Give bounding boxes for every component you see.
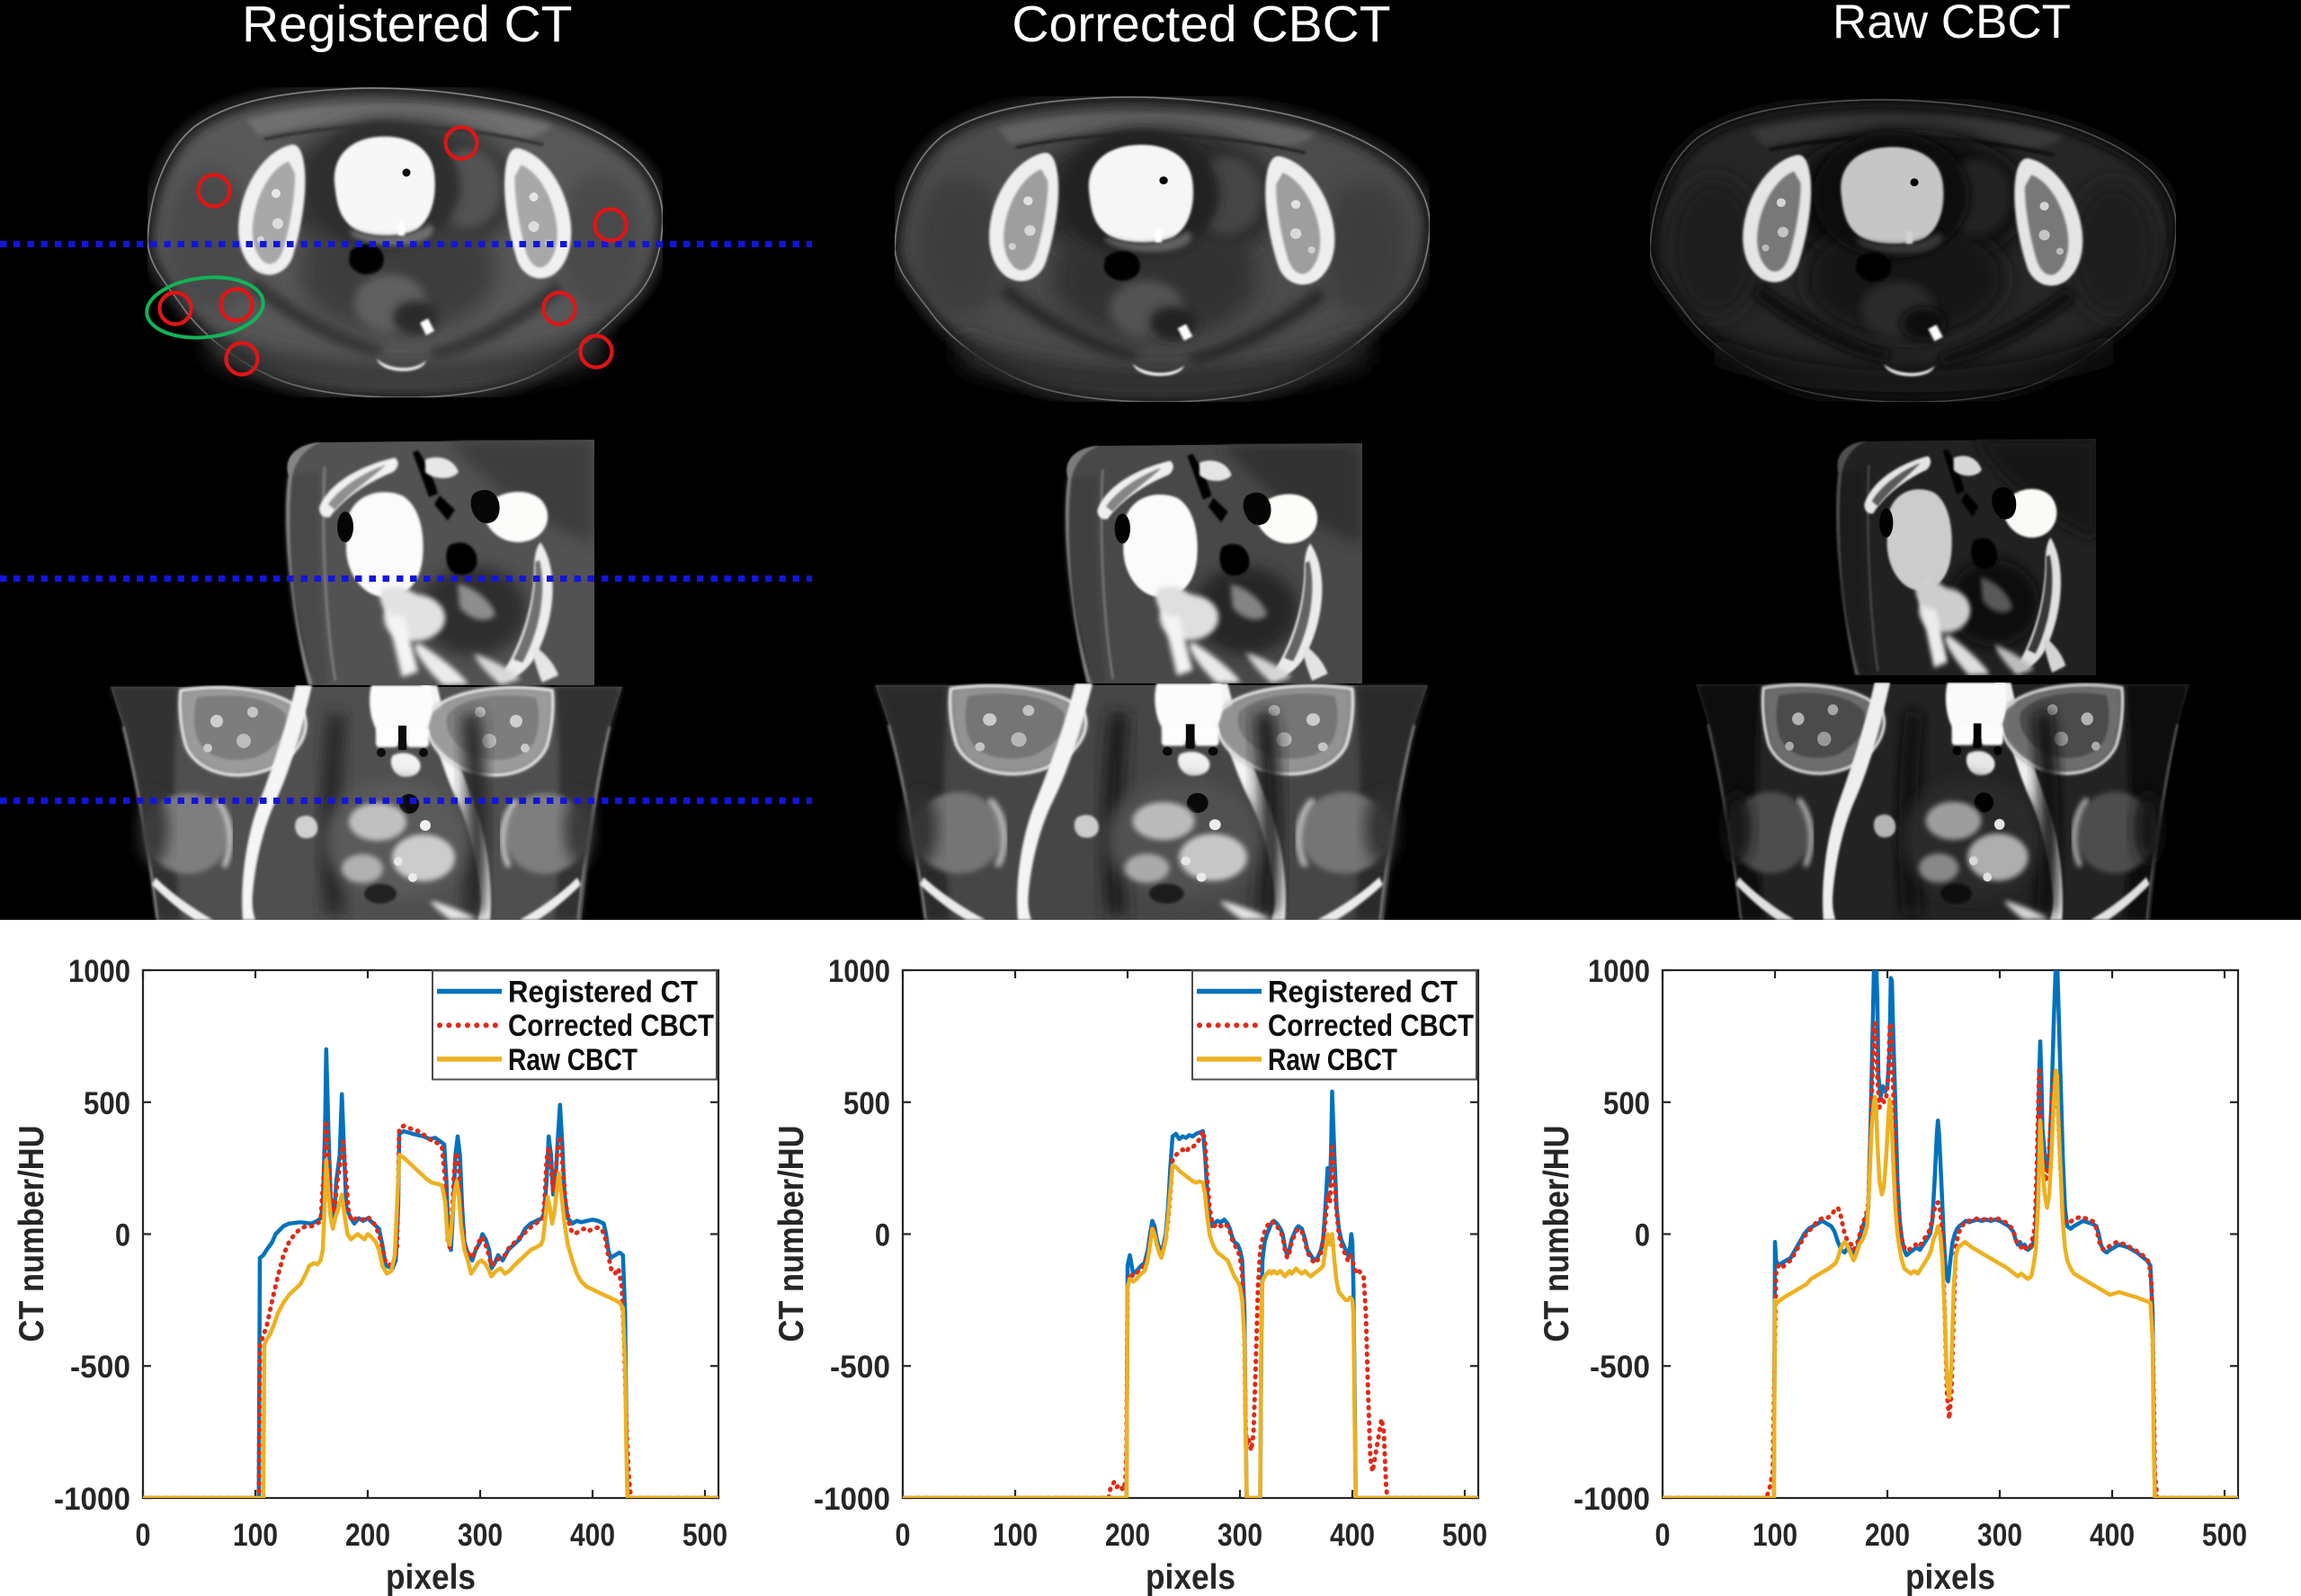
svg-text:200: 200	[1865, 1518, 1910, 1553]
svg-text:0: 0	[115, 1218, 130, 1253]
svg-text:400: 400	[570, 1518, 615, 1553]
svg-text:-1000: -1000	[814, 1482, 890, 1517]
svg-text:100: 100	[1753, 1518, 1797, 1553]
svg-text:300: 300	[1217, 1518, 1262, 1553]
svg-text:Registered CT: Registered CT	[1268, 976, 1458, 1010]
svg-text:400: 400	[1330, 1518, 1375, 1553]
svg-text:-500: -500	[70, 1350, 130, 1385]
svg-text:CT number/HU: CT number/HU	[13, 1126, 51, 1342]
svg-text:100: 100	[233, 1518, 278, 1553]
svg-text:500: 500	[1442, 1518, 1487, 1553]
svg-text:-1000: -1000	[1574, 1482, 1650, 1517]
svg-text:300: 300	[458, 1518, 503, 1553]
svg-text:1000: 1000	[1588, 954, 1650, 989]
svg-text:400: 400	[2090, 1518, 2135, 1553]
svg-text:1000: 1000	[68, 954, 130, 989]
svg-text:CT number/HU: CT number/HU	[1538, 1126, 1576, 1342]
svg-text:pixels: pixels	[386, 1558, 476, 1596]
svg-text:-500: -500	[1590, 1350, 1650, 1385]
svg-text:Raw CBCT: Raw CBCT	[1268, 1043, 1397, 1077]
svg-text:100: 100	[993, 1518, 1038, 1553]
svg-text:pixels: pixels	[1905, 1558, 1995, 1596]
svg-text:1000: 1000	[828, 954, 890, 989]
svg-text:500: 500	[682, 1518, 727, 1553]
svg-text:0: 0	[136, 1518, 151, 1553]
svg-text:200: 200	[1105, 1518, 1150, 1553]
svg-text:Corrected CBCT: Corrected CBCT	[508, 1009, 714, 1043]
svg-text:Corrected CBCT: Corrected CBCT	[1268, 1009, 1474, 1043]
svg-text:pixels: pixels	[1146, 1558, 1235, 1596]
svg-text:-500: -500	[830, 1350, 890, 1385]
svg-text:500: 500	[84, 1086, 130, 1121]
svg-text:0: 0	[1635, 1218, 1650, 1253]
svg-text:500: 500	[843, 1086, 890, 1121]
svg-text:Raw CBCT: Raw CBCT	[508, 1043, 638, 1077]
svg-text:CT number/HU: CT number/HU	[772, 1126, 811, 1342]
svg-text:500: 500	[1603, 1086, 1650, 1121]
svg-text:Registered CT: Registered CT	[508, 976, 698, 1010]
svg-text:0: 0	[1655, 1518, 1671, 1553]
svg-text:300: 300	[1977, 1518, 2022, 1553]
svg-text:200: 200	[345, 1518, 390, 1553]
svg-text:0: 0	[875, 1218, 890, 1253]
svg-text:500: 500	[2202, 1518, 2247, 1553]
svg-text:-1000: -1000	[54, 1482, 130, 1517]
svg-text:0: 0	[896, 1518, 911, 1553]
